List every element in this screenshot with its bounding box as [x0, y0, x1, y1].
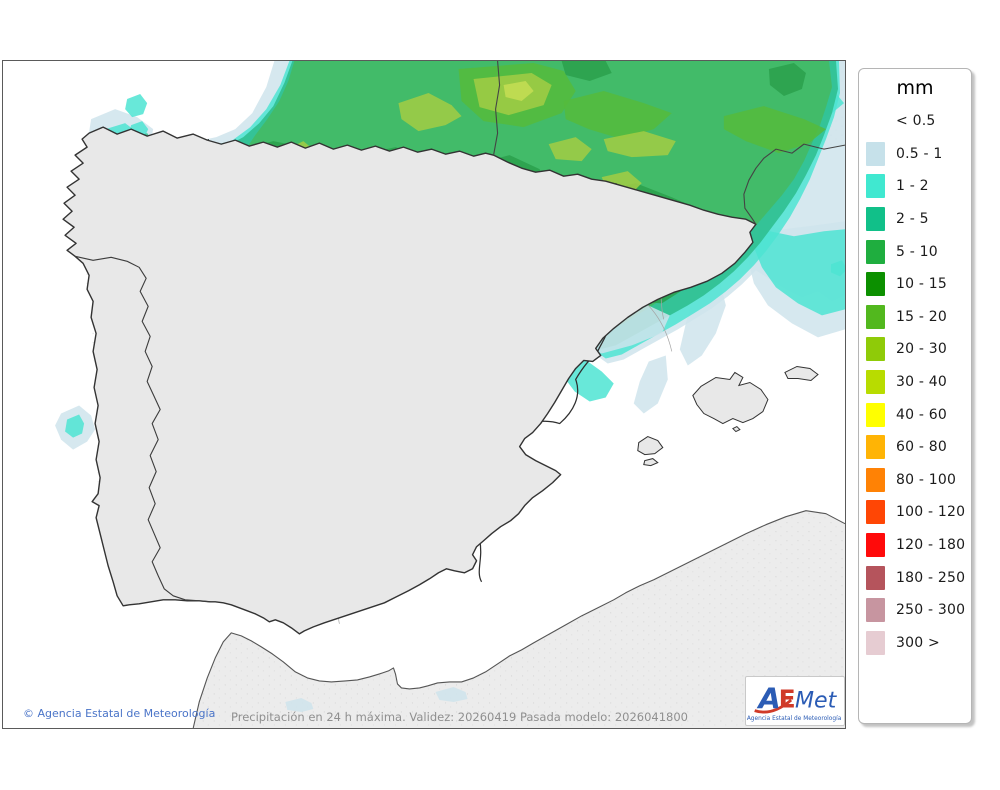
legend-label: 1 - 2: [896, 178, 929, 195]
legend-row: 120 - 180: [859, 529, 971, 562]
legend-swatch: [866, 239, 885, 264]
legend-swatch: [866, 630, 885, 655]
iberia-basemap-svg: [3, 61, 845, 728]
legend-label: 60 - 80: [896, 439, 947, 456]
logo-letter-e: E: [779, 685, 796, 714]
legend-swatch: [866, 402, 885, 427]
logo-letter-a: A: [757, 682, 781, 716]
legend-row: 15 - 20: [859, 301, 971, 334]
legend-swatch: [866, 467, 885, 492]
legend-swatch: [866, 500, 885, 525]
legend-row: 40 - 60: [859, 398, 971, 431]
legend-swatch: [866, 533, 885, 558]
logo-caption: Agencia Estatal de Meteorología: [747, 715, 842, 722]
legend-row: 60 - 80: [859, 431, 971, 464]
aemet-logo-svg: A E Met Agencia Estatal de Meteorología: [747, 682, 842, 723]
legend-row: 80 - 100: [859, 464, 971, 497]
legend-swatch: [866, 304, 885, 329]
legend-title: mm: [896, 77, 934, 99]
legend-label: 180 - 250: [896, 569, 966, 586]
legend-label: 10 - 15: [896, 276, 947, 293]
legend-row: 300 >: [859, 627, 971, 660]
copyright-notice: © Agencia Estatal de Meteorología: [23, 707, 216, 720]
precipitation-map: © Agencia Estatal de Meteorología Precip…: [2, 60, 846, 729]
legend-row: 20 - 30: [859, 333, 971, 366]
legend-row: 10 - 15: [859, 268, 971, 301]
legend-swatch: [866, 598, 885, 623]
legend-label: < 0.5: [896, 113, 936, 130]
logo-swoosh-icon: [754, 698, 793, 714]
legend-label: 15 - 20: [896, 308, 947, 325]
legend-swatch: [866, 565, 885, 590]
legend-rows: < 0.5 0.5 - 1 1 - 2 2 - 5 5 - 10 10 - 15…: [859, 105, 971, 659]
legend-swatch: [866, 435, 885, 460]
legend-row: 250 - 300: [859, 594, 971, 627]
legend-row: 180 - 250: [859, 561, 971, 594]
legend-swatch: [866, 174, 885, 199]
legend-row: 5 - 10: [859, 235, 971, 268]
legend-swatch: [866, 370, 885, 395]
legend-label: 100 - 120: [896, 504, 966, 521]
map-caption: Precipitación en 24 h máxima. Validez: 2…: [231, 710, 689, 724]
legend-label: 0.5 - 1: [896, 145, 943, 162]
balearic-islands: [637, 365, 819, 467]
legend-swatch: [866, 272, 885, 297]
legend-row: 2 - 5: [859, 203, 971, 236]
legend-panel: mm < 0.5 0.5 - 1 1 - 2 2 - 5 5 - 10 10 -…: [858, 68, 972, 724]
legend-swatch: [866, 337, 885, 362]
legend-row: 1 - 2: [859, 170, 971, 203]
legend-label: 250 - 300: [896, 602, 966, 619]
legend-row: 0.5 - 1: [859, 138, 971, 171]
legend-label: 300 >: [896, 634, 940, 651]
land-africa: [193, 510, 845, 728]
legend-label: 80 - 100: [896, 471, 957, 488]
legend-row: 100 - 120: [859, 496, 971, 529]
legend-label: 120 - 180: [896, 537, 966, 554]
coastlines: [62, 61, 845, 728]
legend-label: 30 - 40: [896, 374, 947, 391]
legend-swatch: [866, 207, 885, 232]
logo-letters-met: Met: [795, 689, 838, 714]
legend-swatch: [866, 141, 885, 166]
legend-label: 40 - 60: [896, 406, 947, 423]
legend-label: 5 - 10: [896, 243, 938, 260]
legend-row: 30 - 40: [859, 366, 971, 399]
legend-row: < 0.5: [859, 105, 971, 138]
legend-label: 20 - 30: [896, 341, 947, 358]
legend-label: 2 - 5: [896, 211, 929, 228]
aemet-logo: A E Met Agencia Estatal de Meteorología: [745, 676, 845, 726]
